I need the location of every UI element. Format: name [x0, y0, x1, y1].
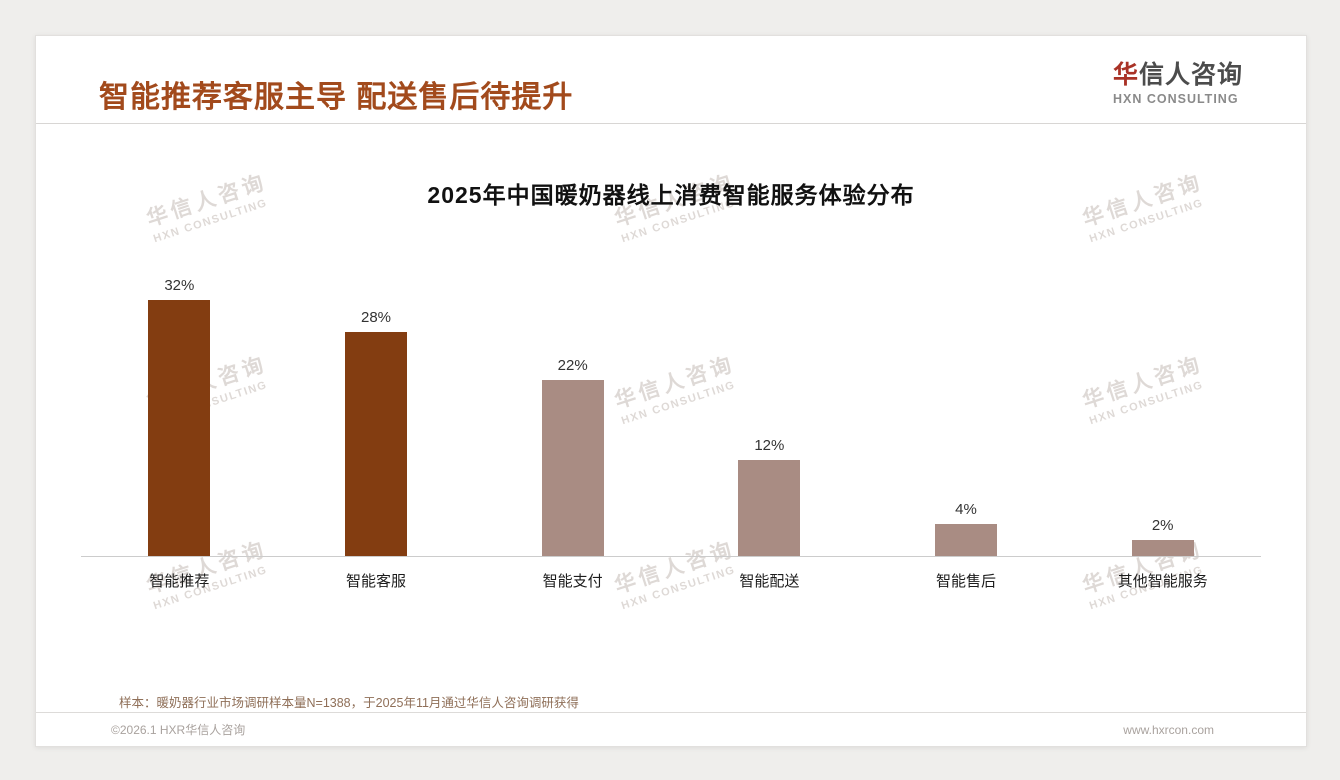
- bar-column: 2%: [1064, 276, 1261, 556]
- category-label: 其他智能服务: [1117, 573, 1208, 590]
- chart-header: 2025年中国暖奶器线上消费智能服务体验分布: [81, 176, 1261, 210]
- bar-value-label: 32%: [164, 277, 195, 294]
- footer-copyright: ©2026.1 HXR华信人咨询: [111, 723, 246, 737]
- bar-column: 4%: [868, 276, 1065, 556]
- bar-column: 12%: [671, 276, 868, 556]
- bar-value-label: 22%: [557, 357, 588, 374]
- company-logo: 华信人咨询 HXN CONSULTING: [1112, 61, 1243, 106]
- chart-plot: 32% 28% 22% 12% 4% 2%: [81, 276, 1261, 557]
- bar-column: 22%: [474, 276, 671, 556]
- bar: [935, 524, 998, 556]
- logo-cn-rest: 信人咨询: [1138, 61, 1243, 89]
- logo-cn-text: 华信人咨询: [1112, 61, 1243, 90]
- bar-value-label: 12%: [754, 437, 785, 454]
- bar-value-label: 28%: [360, 309, 392, 326]
- sample-note: 样本：暖奶器行业市场调研样本量N=1388，于2025年11月通过华信人咨询调研…: [119, 696, 579, 710]
- logo-cn-first-char: 华: [1112, 61, 1139, 89]
- bar-value-label: 4%: [955, 501, 977, 518]
- footer-website: www.hxrcon.com: [1123, 722, 1214, 737]
- category-label: 智能客服: [346, 573, 407, 590]
- category-label: 智能售后: [936, 573, 997, 590]
- chart-category-row: 智能推荐 智能客服 智能支付 智能配送 智能售后 其他智能服务: [81, 570, 1261, 591]
- footer: ©2026.1 HXR华信人咨询 www.hxrcon.com: [36, 712, 1306, 746]
- bar: [541, 380, 604, 556]
- bar: [1131, 540, 1194, 556]
- bar-value-label: 2%: [1151, 517, 1174, 534]
- bar: [148, 300, 211, 556]
- chart-title: 2025年中国暖奶器线上消费智能服务体验分布: [427, 182, 915, 208]
- page-title: 智能推荐客服主导 配送售后待提升: [99, 81, 574, 114]
- header: 智能推荐客服主导 配送售后待提升 华信人咨询 HXN CONSULTING: [36, 36, 1306, 124]
- bar-column: 32%: [81, 276, 278, 556]
- bar: [345, 332, 407, 556]
- logo-en-text: HXN CONSULTING: [1112, 91, 1239, 106]
- category-label: 智能支付: [542, 573, 603, 590]
- category-label: 智能配送: [739, 573, 800, 590]
- bar: [738, 460, 801, 556]
- slide: 华信人咨询 HXN CONSULTING 华信人咨询 HXN CONSULTING 华信…: [35, 35, 1307, 747]
- category-label: 智能推荐: [149, 573, 210, 590]
- bar-column: 28%: [278, 276, 475, 556]
